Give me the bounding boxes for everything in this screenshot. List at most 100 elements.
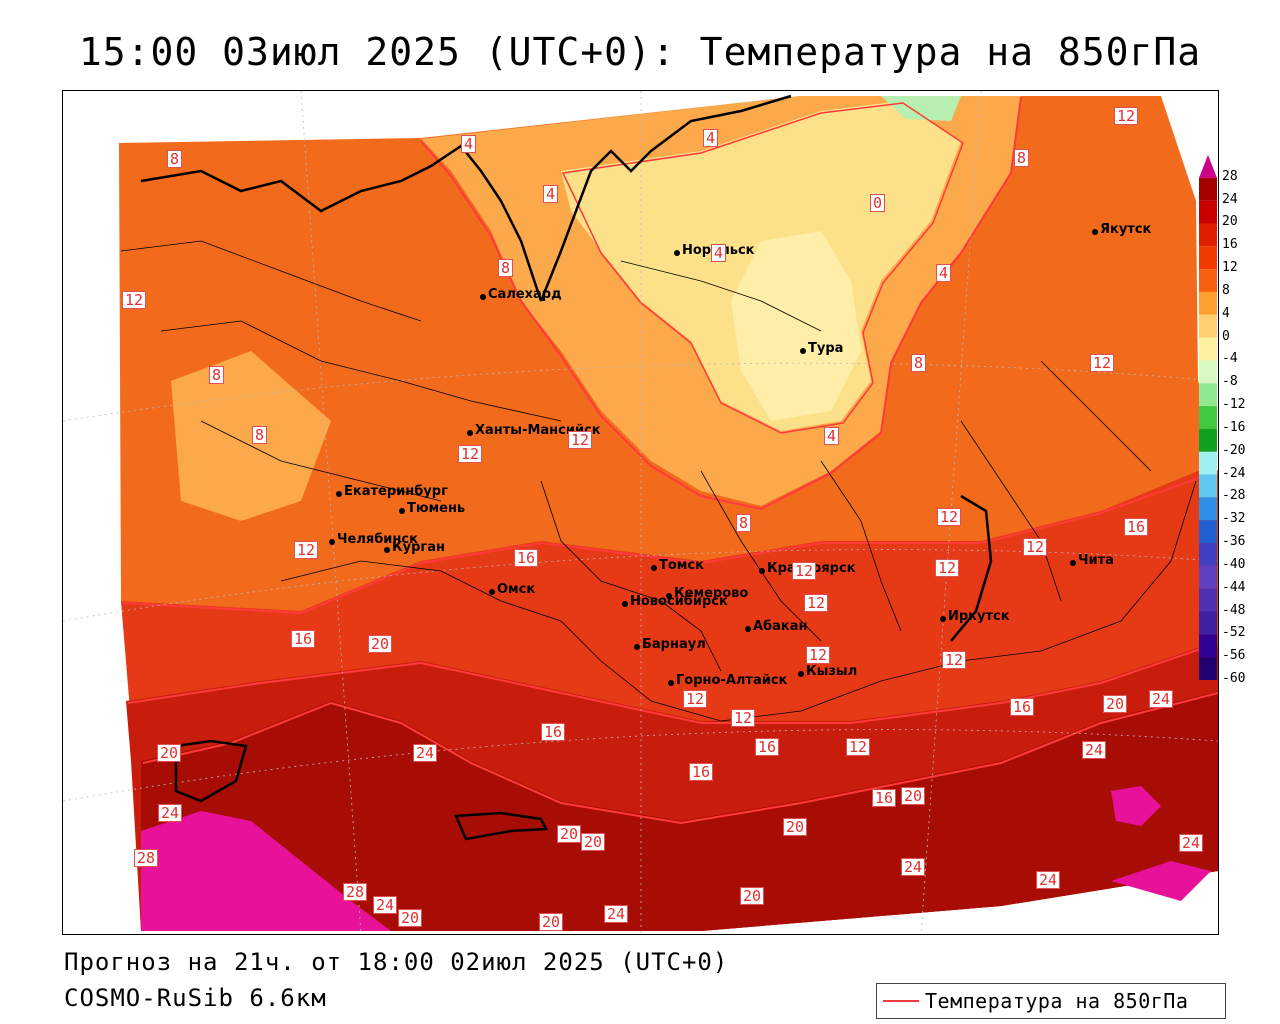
colorbar-tick-label: -32 (1222, 511, 1246, 527)
city-label: Томск (659, 558, 704, 573)
isotherm-label: 16 (541, 723, 566, 741)
city-marker (489, 589, 495, 595)
colorbar-tick-label: 20 (1222, 214, 1238, 230)
city-marker (622, 601, 628, 607)
colorbar-segment (1199, 223, 1217, 247)
isotherm-label: 28 (343, 883, 368, 901)
city-label: Кемерово (674, 586, 749, 601)
city-marker (634, 644, 640, 650)
city-marker (666, 593, 672, 599)
isotherm-label: 8 (1014, 149, 1030, 167)
colorbar-segment (1199, 634, 1217, 658)
colorbar-tick-label: -28 (1222, 488, 1246, 504)
colorbar-tick-label: -24 (1222, 465, 1246, 481)
isotherm-label: 4 (461, 135, 477, 153)
isotherm-label: 12 (935, 559, 960, 577)
colorbar-segment (1199, 588, 1217, 612)
isotherm-label: 24 (373, 896, 398, 914)
colorbar-tick-label: 24 (1222, 191, 1238, 207)
isotherm-label: 16 (755, 738, 780, 756)
city-marker (940, 616, 946, 622)
colorbar-tick-label: 28 (1222, 168, 1238, 184)
isotherm-label: 12 (731, 709, 756, 727)
isotherm-label: 20 (557, 825, 582, 843)
colorbar-segment (1199, 611, 1217, 635)
isotherm-label: 12 (804, 594, 829, 612)
colorbar-segment (1199, 657, 1217, 680)
isotherm-label: 20 (783, 818, 808, 836)
isotherm-label: 16 (872, 789, 897, 807)
city-label: Екатеринбург (344, 484, 448, 499)
isotherm-label: 12 (846, 738, 871, 756)
city-label: Кызыл (806, 664, 858, 679)
isotherm-label: 12 (568, 431, 593, 449)
isotherm-label: 12 (683, 690, 708, 708)
city-marker (800, 348, 806, 354)
colorbar-segment (1199, 337, 1217, 361)
isotherm-label: 12 (806, 646, 831, 664)
isotherm-label: 16 (291, 630, 316, 648)
colorbar-tick-label: 0 (1222, 328, 1230, 344)
temperature-colorbar (1199, 155, 1217, 680)
colorbar-tick-label: -40 (1222, 556, 1246, 572)
isotherm-label: 12 (294, 541, 319, 559)
colorbar-segment (1199, 269, 1217, 292)
isotherm-label: 24 (1179, 834, 1204, 852)
isotherm-label: 16 (689, 763, 714, 781)
legend-line-icon (883, 1000, 919, 1002)
isotherm-label: 12 (1090, 354, 1115, 372)
colorbar-tick-label: -12 (1222, 397, 1246, 413)
isotherm-label: 16 (1124, 518, 1149, 536)
city-label: Новосибирск (630, 594, 728, 609)
colorbar-tick-label: 8 (1222, 282, 1230, 298)
isotherm-label: 12 (792, 562, 817, 580)
isotherm-label: 4 (703, 129, 719, 147)
colorbar-tick-label: -48 (1222, 602, 1246, 618)
isotherm-label: 24 (1149, 690, 1174, 708)
colorbar-tick-label: -52 (1222, 625, 1246, 641)
isotherm-label: 12 (122, 291, 147, 309)
colorbar-tick-label: -60 (1222, 671, 1246, 686)
isotherm-label: 16 (514, 549, 539, 567)
colorbar-segment (1199, 406, 1217, 429)
city-marker (1092, 229, 1098, 235)
city-label: Горно-Алтайск (676, 673, 788, 688)
isotherm-label: 0 (870, 194, 886, 212)
city-marker (1070, 560, 1076, 566)
temperature-field (63, 91, 1218, 934)
isotherm-label: 4 (824, 427, 840, 445)
isotherm-label: 20 (157, 744, 182, 762)
city-label: Чита (1078, 553, 1114, 568)
isotherm-label: 24 (901, 858, 926, 876)
colorbar-segment (1199, 497, 1217, 521)
isotherm-label: 4 (936, 264, 952, 282)
colorbar-segment (1199, 543, 1217, 566)
city-marker (329, 539, 335, 545)
colorbar-tick-label: -4 (1222, 351, 1238, 367)
isotherm-label: 24 (1082, 741, 1107, 759)
isotherm-label: 20 (398, 909, 423, 927)
city-label: Иркутск (948, 609, 1010, 624)
city-marker (399, 508, 405, 514)
map-panel: НорильскЯкутскСалехардТураХанты-Мансийск… (62, 90, 1219, 935)
city-marker (745, 626, 751, 632)
isotherm-label: 20 (581, 833, 606, 851)
city-label: Барнаул (642, 637, 706, 652)
isotherm-label: 8 (498, 259, 514, 277)
colorbar-segment (1199, 383, 1217, 407)
isotherm-label: 12 (1023, 538, 1048, 556)
city-label: Омск (497, 582, 536, 597)
city-marker (336, 491, 342, 497)
colorbar-tick-label: -8 (1222, 374, 1238, 390)
colorbar-tick-label: 12 (1222, 260, 1238, 276)
isotherm-label: 8 (736, 514, 752, 532)
colorbar-segment (1199, 291, 1217, 315)
legend: Температура на 850гПа (876, 983, 1226, 1019)
isotherm-label: 24 (413, 744, 438, 762)
isotherm-label: 20 (539, 913, 564, 931)
isotherm-label: 12 (937, 508, 962, 526)
city-label: Салехард (488, 287, 562, 302)
colorbar-tick-label: 16 (1222, 237, 1238, 253)
colorbar-segment (1199, 428, 1217, 452)
colorbar-segment (1199, 177, 1217, 201)
